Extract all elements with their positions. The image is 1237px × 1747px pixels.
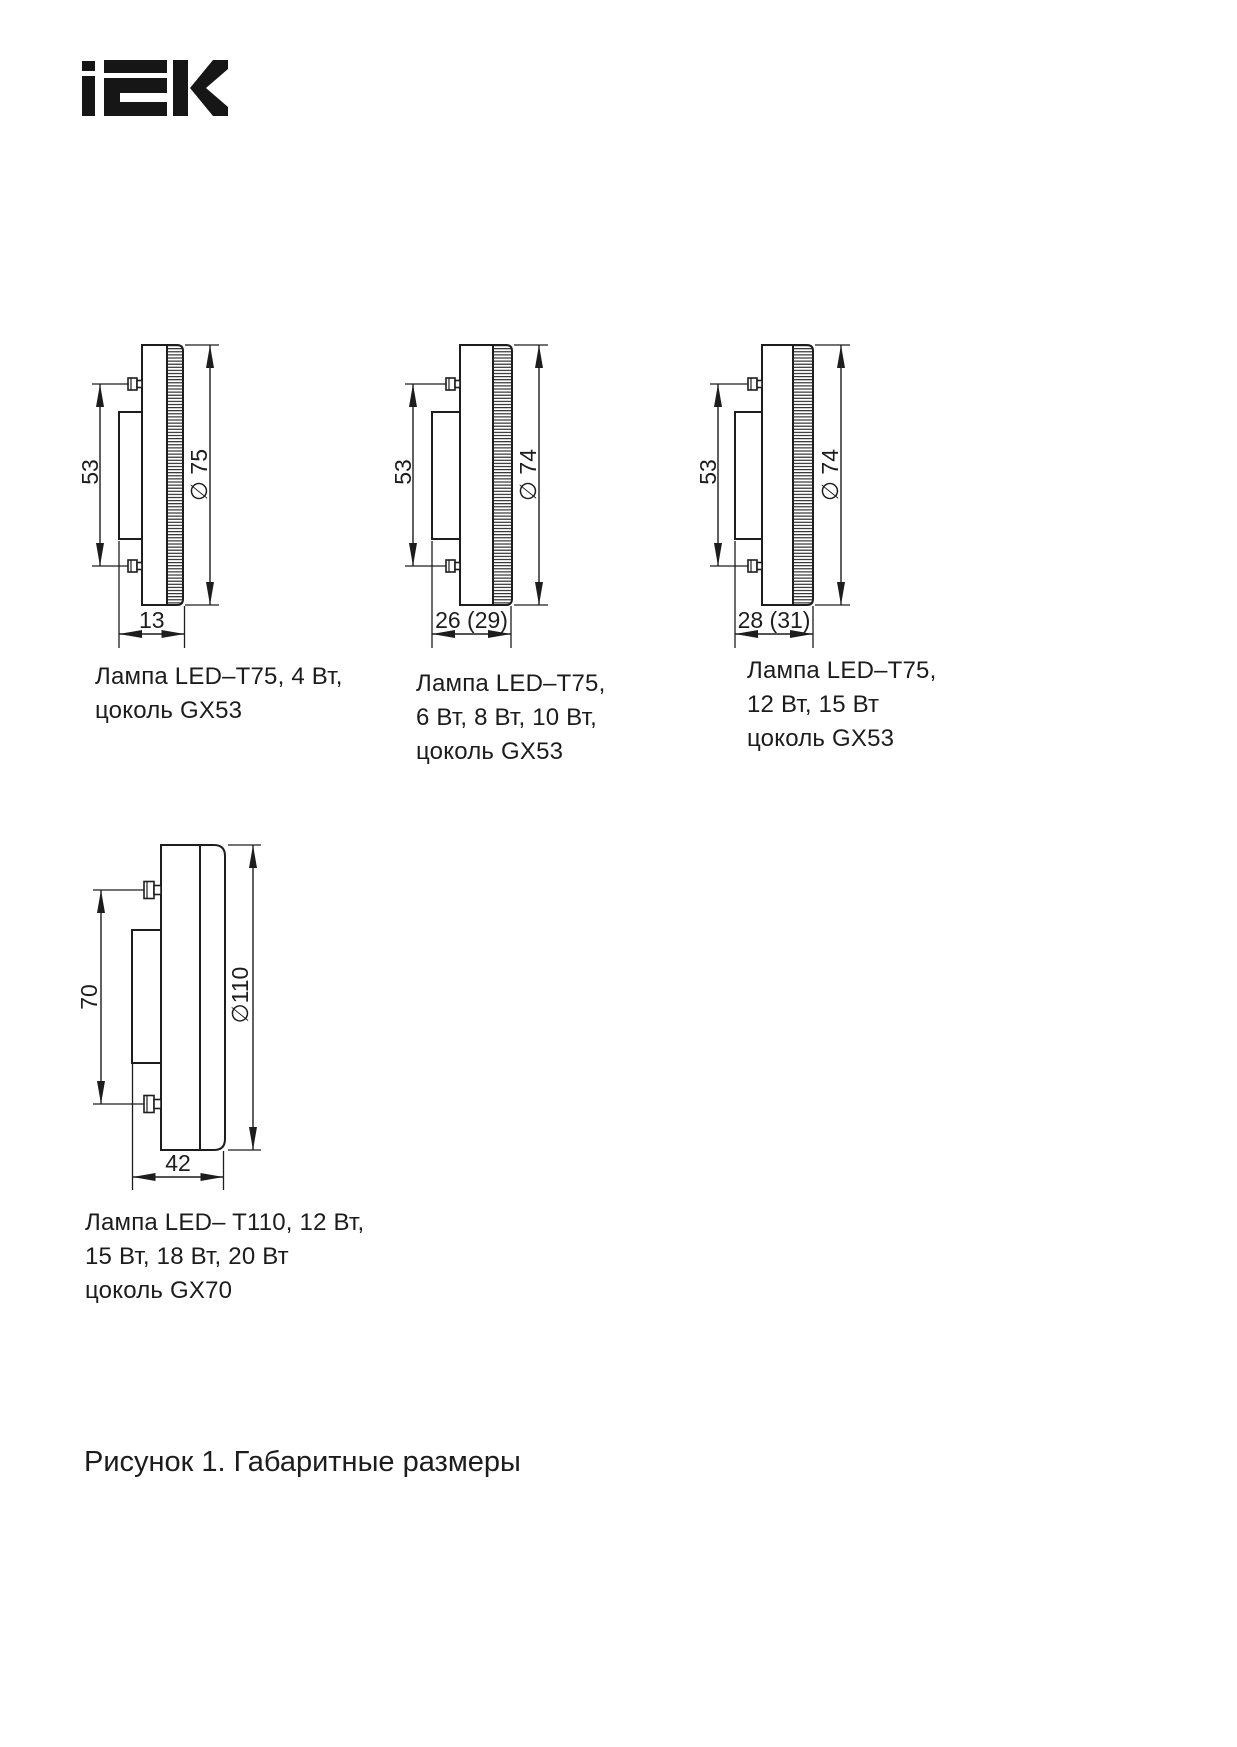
dim-arrowhead xyxy=(206,582,214,605)
dim-arrowhead xyxy=(409,543,417,566)
caption-line: Лампа LED–T75, 4 Вт, xyxy=(95,663,343,690)
caption-line: цоколь GX70 xyxy=(85,1277,233,1304)
logo-k-upper-arm xyxy=(190,60,228,88)
lamp-drawing-t75-2: 53 ∅ 74 26 (29) xyxy=(390,344,548,648)
gx-contact-pin xyxy=(445,377,456,391)
gx-contact-pin-stub xyxy=(454,379,461,389)
dim-arrowhead xyxy=(97,1081,105,1104)
dim-label-depth: 28 (31) xyxy=(738,607,811,633)
caption-line: 12 Вт, 15 Вт xyxy=(747,691,880,718)
caption-line: цоколь GX53 xyxy=(416,738,564,765)
dim-arrowhead xyxy=(837,582,845,605)
lamp-drawing-t75-3: 53 ∅ 74 28 (31) xyxy=(695,344,850,648)
dim-label-diameter: ∅ 75 xyxy=(186,449,212,501)
dim-arrowhead xyxy=(200,1173,224,1181)
dim-arrowhead xyxy=(96,543,104,566)
lamp-base-recess xyxy=(131,929,162,1064)
lamp-ribbed-diffuser xyxy=(492,344,513,606)
dim-label-depth: 13 xyxy=(139,607,165,633)
caption-line: цоколь GX53 xyxy=(95,697,243,724)
iek-logo xyxy=(82,60,228,116)
dim-label-pin-span: 53 xyxy=(390,459,416,485)
lamp-body xyxy=(160,844,226,1151)
dim-arrowhead xyxy=(735,630,758,638)
lamp-body xyxy=(141,344,168,606)
gx-contact-pin xyxy=(445,559,456,573)
gx-contact-pin xyxy=(747,377,758,391)
dim-arrowhead xyxy=(96,384,104,407)
dim-arrowhead xyxy=(132,1173,156,1181)
dim-label-pin-span: 53 xyxy=(77,459,103,485)
gx-contact-pin-stub xyxy=(136,379,143,389)
dim-arrowhead xyxy=(409,384,417,407)
dim-arrowhead xyxy=(249,1127,257,1150)
caption-line: Лампа LED– T110, 12 Вт, xyxy=(85,1209,365,1236)
caption-lamp-t75-12-15w: Лампа LED–T75, 12 Вт, 15 Вт цоколь GX53 xyxy=(747,654,936,756)
gx-contact-pin xyxy=(143,880,155,900)
logo-e-lower-block xyxy=(104,78,167,116)
gx-contact-pin-stub xyxy=(153,884,162,896)
dim-arrowhead xyxy=(249,845,257,868)
dim-arrowhead xyxy=(837,345,845,368)
dim-label-pin-span: 70 xyxy=(76,984,102,1010)
logo-k-lower-arm xyxy=(190,88,228,116)
lamp-body xyxy=(761,344,794,606)
gx-contact-pin xyxy=(127,559,138,573)
gx-contact-pin-stub xyxy=(136,561,143,571)
dim-label-diameter: ∅ 74 xyxy=(817,449,843,501)
logo-e-top-bar xyxy=(104,60,167,73)
caption-lamp-t110: Лампа LED– T110, 12 Вт, 15 Вт, 18 Вт, 20… xyxy=(85,1206,364,1308)
caption-line: 6 Вт, 8 Вт, 10 Вт, xyxy=(416,704,597,731)
lamp-base-recess xyxy=(118,411,143,540)
dim-arrowhead xyxy=(790,630,813,638)
lamp-base-recess xyxy=(431,411,461,540)
dim-arrowhead xyxy=(97,890,105,913)
caption-line: Лампа LED–T75, xyxy=(747,657,937,684)
dim-arrowhead xyxy=(161,630,185,638)
lamp-drawing-t110: 70 ∅110 42 xyxy=(76,844,261,1190)
lamp-ribbed-diffuser xyxy=(792,344,814,606)
dim-label-pin-span: 53 xyxy=(695,459,721,485)
dim-label-diameter: ∅110 xyxy=(227,967,253,1024)
gx-contact-pin xyxy=(747,559,758,573)
gx-contact-pin-stub xyxy=(454,561,461,571)
dim-label-depth: 26 (29) xyxy=(435,607,508,633)
dim-arrowhead xyxy=(535,345,543,368)
gx-contact-pin-stub xyxy=(756,379,763,389)
gx-contact-pin xyxy=(143,1094,155,1114)
dim-arrowhead xyxy=(119,630,142,638)
lamp-ribbed-diffuser xyxy=(166,344,184,606)
gx-contact-pin xyxy=(127,377,138,391)
dim-arrowhead xyxy=(206,345,214,368)
lamp-base-recess xyxy=(734,411,763,540)
logo-i-stem xyxy=(82,76,95,116)
caption-lamp-t75-4w: Лампа LED–T75, 4 Вт, цоколь GX53 xyxy=(95,660,343,728)
figure-caption: Рисунок 1. Габаритные размеры xyxy=(84,1446,521,1478)
caption-line: цоколь GX53 xyxy=(747,725,895,752)
dim-arrowhead xyxy=(535,582,543,605)
dim-arrowhead xyxy=(714,543,722,566)
caption-line: 15 Вт, 18 Вт, 20 Вт xyxy=(85,1243,289,1270)
caption-lamp-t75-6-8-10w: Лампа LED–T75, 6 Вт, 8 Вт, 10 Вт, цоколь… xyxy=(416,667,605,769)
gx-contact-pin-stub xyxy=(153,1098,162,1110)
gx-contact-pin-stub xyxy=(756,561,763,571)
caption-line: Лампа LED–T75, xyxy=(416,670,606,697)
dim-label-diameter: ∅ 74 xyxy=(515,449,541,501)
logo-i-dot xyxy=(82,61,95,71)
lamp-drawing-t75-1: 53 ∅ 75 13 xyxy=(77,344,219,648)
dim-label-depth: 42 xyxy=(165,1150,191,1176)
dim-arrowhead xyxy=(432,630,455,638)
lamp-body xyxy=(459,344,494,606)
dim-arrowhead xyxy=(488,630,511,638)
dim-arrowhead xyxy=(714,384,722,407)
logo-k-stem xyxy=(173,60,188,116)
iek-logo-glyphs xyxy=(82,60,228,116)
